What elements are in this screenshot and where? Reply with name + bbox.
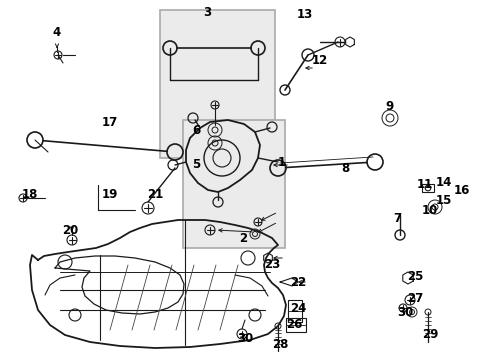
Text: 23: 23 <box>264 258 280 271</box>
Text: 24: 24 <box>289 302 305 315</box>
Text: 16: 16 <box>453 184 469 197</box>
Text: 8: 8 <box>340 162 348 175</box>
Text: 11: 11 <box>416 179 432 192</box>
Text: 4: 4 <box>53 26 61 39</box>
Bar <box>285 318 305 332</box>
Text: 19: 19 <box>102 189 118 202</box>
Bar <box>421 184 433 192</box>
Text: 20: 20 <box>62 224 78 237</box>
Text: 12: 12 <box>311 54 327 67</box>
Text: 25: 25 <box>406 270 422 283</box>
Text: 30: 30 <box>236 332 253 345</box>
Text: 29: 29 <box>421 328 437 342</box>
Text: 14: 14 <box>435 175 451 189</box>
Text: 17: 17 <box>102 116 118 129</box>
Bar <box>287 300 302 322</box>
Text: 22: 22 <box>289 275 305 288</box>
Text: 1: 1 <box>277 157 285 170</box>
Text: 30: 30 <box>396 306 412 319</box>
Text: 10: 10 <box>421 203 437 216</box>
Text: 13: 13 <box>296 9 312 22</box>
Bar <box>183 120 285 248</box>
Text: 5: 5 <box>191 158 200 171</box>
Text: 26: 26 <box>285 319 302 332</box>
Text: 7: 7 <box>392 211 400 225</box>
Bar <box>160 10 274 158</box>
Text: 3: 3 <box>203 5 211 18</box>
Text: 18: 18 <box>22 189 38 202</box>
Text: 27: 27 <box>406 292 422 305</box>
Text: 15: 15 <box>435 194 451 207</box>
Text: 6: 6 <box>191 123 200 136</box>
Text: 2: 2 <box>239 231 246 244</box>
Text: 9: 9 <box>385 99 393 112</box>
Text: 28: 28 <box>271 338 287 351</box>
Text: 21: 21 <box>146 189 163 202</box>
